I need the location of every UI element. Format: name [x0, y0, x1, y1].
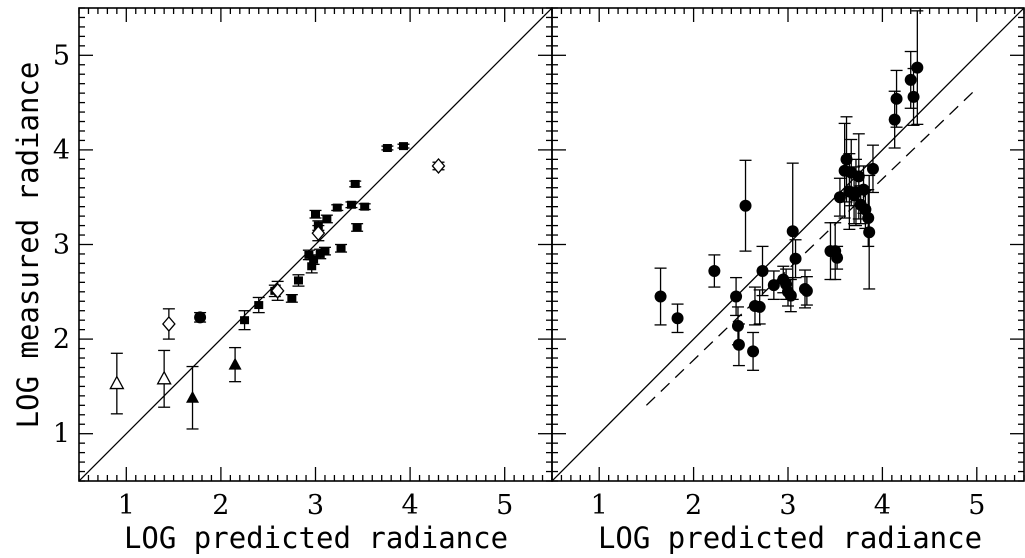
data-point-circle — [911, 61, 924, 74]
data-point-square — [352, 223, 362, 232]
data-point-circle — [730, 290, 743, 303]
data-point-filled-triangle — [228, 357, 242, 370]
data-point-circle — [852, 170, 865, 183]
one-to-one-line-left — [79, 8, 552, 481]
x-tick-label-left: 2 — [212, 490, 229, 521]
data-point-circle — [739, 199, 752, 212]
data-point-circle — [708, 264, 721, 277]
data-point-square — [315, 249, 325, 258]
data-point-circle — [863, 226, 876, 239]
y-axis-title: LOG measured radiance — [11, 62, 45, 429]
data-point-circle — [890, 92, 903, 105]
y-tick-label: 2 — [53, 324, 70, 355]
data-point-circle — [862, 212, 875, 225]
x-tick-label-right: 3 — [779, 490, 796, 521]
x-tick-label-right: 1 — [591, 490, 608, 521]
data-point-circle — [194, 311, 207, 324]
data-point-circle — [786, 225, 799, 238]
data-point-square — [240, 316, 250, 325]
data-point-circle — [907, 90, 920, 103]
data-point-diamond — [162, 315, 176, 332]
y-tick-label: 5 — [53, 40, 70, 71]
data-point-circle — [671, 312, 684, 325]
data-point-circle — [654, 290, 667, 303]
x-tick-label-left: 3 — [307, 490, 324, 521]
data-point-circle — [800, 284, 813, 297]
x-tick-label-right: 5 — [968, 490, 985, 521]
data-point-square — [398, 142, 408, 151]
data-point-filled-triangle — [186, 390, 200, 403]
one-to-one-line-right — [552, 8, 1024, 481]
data-point-square — [309, 255, 319, 264]
data-point-square — [382, 144, 392, 153]
data-point-square — [254, 301, 264, 310]
data-point-square — [311, 210, 320, 219]
x-tick-label-left: 1 — [118, 490, 135, 521]
data-point-circle — [888, 113, 901, 126]
data-point-circle — [732, 338, 745, 351]
data-point-circle — [831, 251, 844, 264]
y-tick-label: 4 — [53, 135, 70, 166]
data-point-diamond — [431, 157, 446, 174]
data-point-circle — [866, 162, 879, 175]
x-tick-label-right: 2 — [685, 490, 702, 521]
data-point-circle — [747, 345, 760, 358]
x-tick-label-right: 4 — [874, 490, 891, 521]
data-point-diamond — [270, 282, 285, 299]
data-point-open-triangle — [156, 370, 172, 385]
y-tick-label: 1 — [53, 419, 70, 450]
data-point-circle — [904, 73, 917, 86]
data-point-circle — [731, 319, 744, 332]
data-point-square — [322, 214, 332, 223]
data-point-circle — [767, 279, 780, 292]
data-point-circle — [784, 289, 797, 302]
data-point-square — [332, 203, 342, 212]
data-point-open-triangle — [109, 375, 125, 390]
x-tick-label-left: 5 — [496, 490, 513, 521]
data-point-square — [287, 294, 297, 303]
y-tick-label: 3 — [53, 230, 70, 261]
data-point-circle — [753, 300, 766, 313]
data-point-diamond — [311, 225, 326, 242]
x-axis-title-right: LOG predicted radiance — [598, 521, 982, 555]
x-tick-label-left: 4 — [402, 490, 419, 521]
data-point-circle — [789, 252, 802, 265]
data-point-circle — [833, 191, 846, 204]
data-point-square — [320, 247, 330, 256]
data-point-square — [346, 200, 356, 209]
data-point-square — [293, 276, 303, 285]
data-point-square — [307, 262, 317, 271]
x-axis-title-left: LOG predicted radiance — [124, 521, 508, 555]
data-point-circle — [756, 264, 769, 277]
dashed-reference-line — [645, 87, 978, 406]
data-point-square — [350, 179, 360, 188]
data-point-square — [336, 244, 346, 253]
data-point-square — [360, 202, 370, 211]
